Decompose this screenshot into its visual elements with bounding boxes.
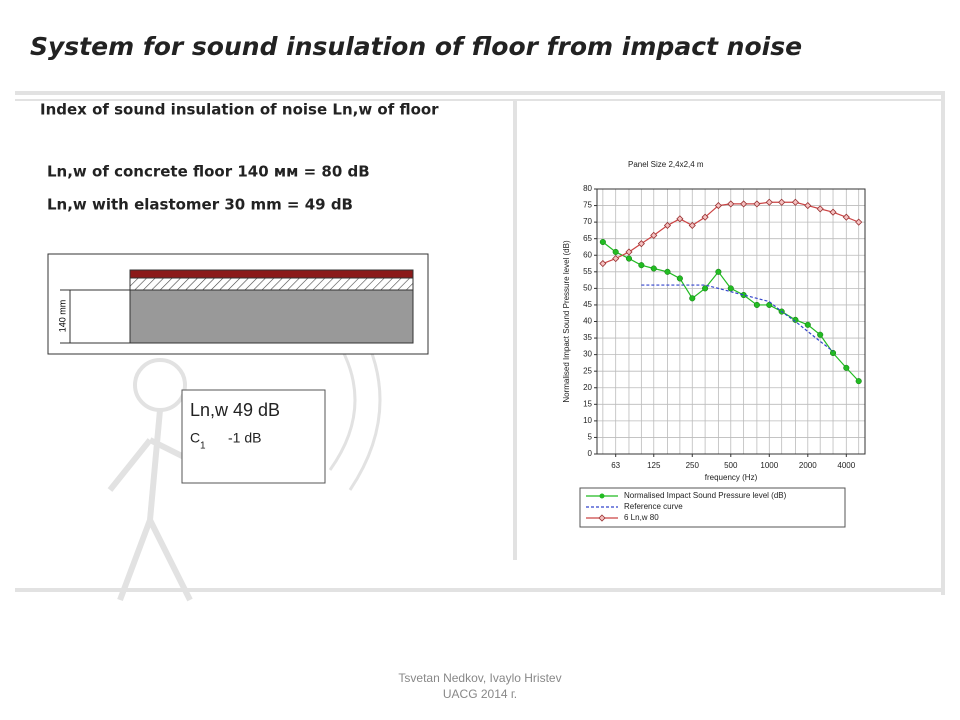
data-point <box>650 265 657 272</box>
y-tick-label: 20 <box>583 383 592 392</box>
index-label: Ln,w 49 dB <box>190 400 280 420</box>
data-point <box>599 259 607 268</box>
term-subscript: 1 <box>200 441 206 452</box>
plot-frame <box>596 188 866 455</box>
data-point <box>637 240 645 248</box>
chart: Panel Size 2,4x2,4 m 0 5 10 15 20 25 30 35 40 45 50… <box>555 150 875 535</box>
y-tick-label: 50 <box>583 283 592 292</box>
chart-title: Panel Size 2,4x2,4 m <box>628 160 704 169</box>
info-line: Ln,w of concrete floor 140 мм = 80 dB <box>47 163 370 181</box>
data-point <box>714 201 722 210</box>
data-point <box>701 213 709 221</box>
data-point <box>599 238 606 246</box>
data-point <box>676 275 683 282</box>
data-point <box>689 295 696 302</box>
y-tick-label: 55 <box>583 267 592 276</box>
y-tick-label: 0 <box>588 449 593 458</box>
data-point <box>688 221 696 230</box>
y-tick-label: 70 <box>583 217 592 226</box>
legend-label: Reference curve <box>624 502 683 511</box>
data-point <box>792 316 799 323</box>
data-point <box>650 231 658 239</box>
data-point <box>612 248 619 255</box>
data-point <box>664 268 671 275</box>
y-axis-label: Normalised Impact Sound Pressure level (… <box>562 240 571 403</box>
data-point <box>625 255 633 262</box>
footer: UACG 2014 г. <box>443 687 517 701</box>
y-tick-label: 15 <box>583 399 592 408</box>
data-point <box>612 254 620 263</box>
data-point <box>715 268 722 275</box>
dimension-label: 140 mm <box>57 300 67 333</box>
y-tick-label: 60 <box>583 250 592 259</box>
x-tick-label: 500 <box>724 461 738 470</box>
data-point <box>740 200 748 208</box>
y-tick-label: 40 <box>583 317 592 326</box>
data-point <box>817 331 824 338</box>
data-point <box>778 198 786 206</box>
x-tick-label: 63 <box>611 461 620 470</box>
x-tick-label: 250 <box>686 461 700 470</box>
result-box: Ln,w 49 dB C 1 -1 dB <box>181 389 326 484</box>
x-axis-label: frequency (Hz) <box>705 473 758 482</box>
data-point <box>765 198 773 206</box>
data-point <box>855 218 863 226</box>
data-point <box>843 364 850 371</box>
data-point <box>663 221 672 230</box>
term-value: -1 dB <box>228 430 261 446</box>
y-tick-label: 65 <box>583 234 592 243</box>
data-point <box>676 215 684 223</box>
data-point <box>804 321 811 328</box>
y-tick-label: 35 <box>583 333 592 342</box>
x-tick-label: 2000 <box>799 461 817 470</box>
term-label: C <box>190 430 200 446</box>
y-tick-label: 5 <box>588 433 593 442</box>
background-drawing <box>15 91 945 602</box>
data-point <box>804 201 812 210</box>
footer: Tsvetan Nedkov, Ivaylo Hristev <box>398 671 561 685</box>
data-point <box>816 205 824 213</box>
y-tick-label: 45 <box>583 300 592 309</box>
data-point <box>727 285 734 292</box>
data-point <box>625 248 633 256</box>
y-tick-label: 75 <box>583 201 592 210</box>
x-tick-label: 1000 <box>760 461 778 470</box>
legend-marker <box>598 514 606 522</box>
x-tick-label: 4000 <box>837 461 855 470</box>
data-point <box>702 285 709 292</box>
data-point <box>842 213 850 221</box>
legend-label: Normalised Impact Sound Pressure level (… <box>624 491 787 500</box>
data-point <box>727 200 735 208</box>
series-line <box>641 284 834 352</box>
info-line: Ln,w with elastomer 30 mm = 49 dB <box>47 196 353 214</box>
data-point <box>829 208 837 216</box>
data-point <box>791 198 799 206</box>
legend-label: 6 Ln,w 80 <box>624 513 659 522</box>
x-tick-label: 125 <box>647 461 661 470</box>
legend-marker <box>599 493 605 499</box>
data-point <box>753 200 761 208</box>
data-point <box>829 349 837 357</box>
y-tick-label: 30 <box>583 350 592 359</box>
data-point <box>855 378 862 385</box>
data-point <box>753 301 760 308</box>
y-tick-label: 10 <box>583 416 592 425</box>
y-tick-label: 25 <box>583 366 592 375</box>
data-point <box>740 291 747 299</box>
data-point <box>638 262 645 269</box>
subtitle: Index of sound insulation of noise Ln,w … <box>40 101 439 119</box>
legend-box <box>579 487 846 528</box>
y-tick-label: 80 <box>583 184 592 193</box>
floor-diagram: 140 mm <box>47 253 429 355</box>
slide-title: System for sound insulation of floor fro… <box>30 32 802 61</box>
